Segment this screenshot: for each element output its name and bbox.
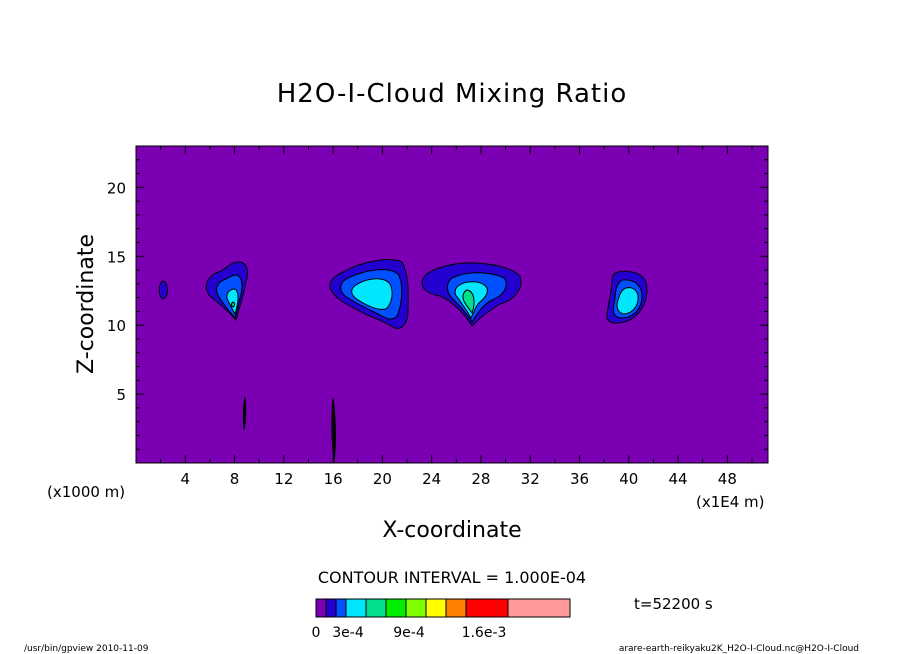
time-label: t=52200 s: [634, 595, 713, 613]
y-axis: 5 10 15 20: [107, 159, 768, 450]
footer-left: /usr/bin/gpview 2010-11-09: [24, 644, 149, 654]
x-tick-label: 24: [422, 470, 441, 488]
colorbar-labels: 0 3e-4 9e-4 1.6e-3: [312, 625, 507, 641]
colorbar-swatch: [425, 598, 447, 618]
y-tick-label: 15: [107, 248, 126, 266]
x-tick-label: 48: [718, 470, 737, 488]
colorbar-swatch: [315, 598, 327, 618]
colorbar-swatch: [445, 598, 467, 618]
x-tick-label: 12: [274, 470, 293, 488]
colorbar-label: 0: [312, 625, 321, 641]
colorbar-swatch: [365, 598, 387, 618]
y-tick-label: 20: [107, 179, 126, 197]
x-tick-label: 8: [230, 470, 240, 488]
x-tick-label: 4: [181, 470, 191, 488]
cloud-1-outer: [158, 280, 168, 300]
thin-contour-2: [331, 397, 336, 463]
y-axis-label: Z-coordinate: [74, 234, 99, 374]
cloud-3-inner: [351, 278, 393, 310]
colorbar-swatch: [405, 598, 427, 618]
contour-layer: [158, 259, 648, 463]
colorbar-swatch: [465, 598, 509, 618]
colorbar-swatch: [385, 598, 407, 618]
cloud-2-inner: [226, 288, 239, 316]
footer-right: arare-earth-reikyaku2K_H2O-I-Cloud.nc@H2…: [619, 644, 859, 654]
x-axis: 4 8 12 16 20 24 28 32 36 40 44 48: [160, 146, 753, 488]
x-tick-label: 44: [669, 470, 688, 488]
x-tick-label: 36: [570, 470, 589, 488]
x-tick-label: 16: [324, 470, 343, 488]
plot-area: [135, 145, 769, 464]
x-unit-right: (x1E4 m): [696, 493, 765, 511]
chart-title: H2O-I-Cloud Mixing Ratio: [277, 79, 628, 109]
colorbar: [315, 598, 571, 618]
colorbar-swatch: [507, 598, 571, 618]
cloud-5-inner: [616, 287, 639, 315]
x-tick-label: 20: [373, 470, 392, 488]
x-tick-label: 32: [521, 470, 540, 488]
x-axis-label: X-coordinate: [382, 518, 521, 543]
x-unit-left: (x1000 m): [47, 483, 125, 501]
cloud-4-core: [462, 289, 475, 315]
colorbar-swatch: [335, 598, 347, 618]
colorbar-swatch: [325, 598, 337, 618]
contour-interval: CONTOUR INTERVAL = 1.000E-04: [318, 568, 586, 587]
colorbar-label: 1.6e-3: [462, 625, 507, 641]
cloud-2-core: [231, 301, 235, 308]
colorbar-label: 9e-4: [393, 625, 425, 641]
y-tick-label: 10: [107, 317, 126, 335]
x-tick-label: 40: [619, 470, 638, 488]
colorbar-swatch: [345, 598, 367, 618]
colorbar-label: 3e-4: [332, 625, 364, 641]
x-tick-label: 28: [471, 470, 490, 488]
y-tick-label: 5: [116, 386, 126, 404]
thin-contour-1: [242, 396, 247, 431]
